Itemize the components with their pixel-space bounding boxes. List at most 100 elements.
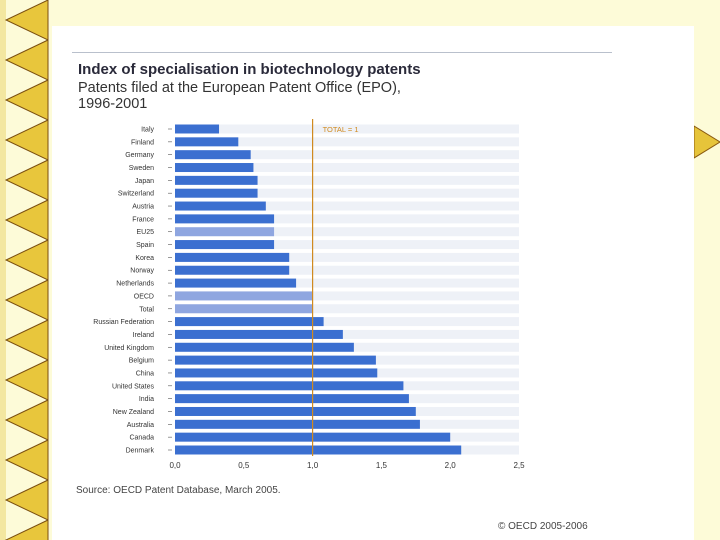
copyright-note: © OECD 2005-2006 [498, 521, 588, 532]
x-tick-label: 2,5 [513, 461, 525, 470]
slide-panel: Index of specialisation in biotechnology… [52, 26, 694, 540]
border-triangle [4, 439, 49, 481]
header-rule [72, 52, 612, 53]
chart-title: Index of specialisation in biotechnology… [78, 61, 421, 78]
border-triangle [4, 359, 49, 401]
border-triangle [4, 39, 49, 81]
category-label: New Zealand [113, 409, 154, 416]
border-triangle [4, 0, 49, 41]
category-label: United States [112, 383, 155, 390]
category-label: Finland [131, 139, 154, 146]
category-label: Sweden [129, 165, 154, 172]
border-triangle [4, 519, 49, 540]
right-triangle-ornament [694, 125, 720, 159]
bar-chart: Italy Finland Germany Sweden Japan Switzerlan… [93, 119, 525, 470]
bar-oecd [175, 291, 313, 301]
border-triangle [4, 199, 49, 241]
category-label: Germany [125, 152, 154, 159]
row-stripe [175, 240, 519, 250]
category-label: Austria [132, 204, 154, 211]
bar-spain [175, 240, 275, 250]
chart-subtitle: Patents filed at the European Patent Off… [78, 80, 498, 112]
border-triangle [4, 79, 49, 121]
category-label: Norway [130, 268, 154, 275]
category-label: India [139, 396, 154, 403]
row-stripe [175, 163, 519, 173]
bar-united-kingdom [175, 342, 354, 352]
subtitle-line-1: Patents filed at the European Patent Off… [78, 80, 401, 96]
bar-new-zealand [175, 406, 416, 416]
category-label: Spain [136, 242, 154, 249]
bar-united-states [175, 381, 404, 391]
bar-germany [175, 150, 251, 160]
row-stripe [175, 201, 519, 211]
category-label: EU25 [136, 229, 154, 236]
bar-australia [175, 419, 420, 429]
bar-india [175, 394, 409, 404]
border-triangle [4, 319, 49, 361]
category-label: Netherlands [116, 281, 154, 288]
bar-japan [175, 175, 258, 185]
subtitle-line-2: 1996-2001 [78, 96, 148, 112]
row-stripe [175, 150, 519, 160]
category-label: Canada [129, 435, 154, 442]
row-stripe [175, 265, 519, 275]
category-label: OECD [134, 293, 154, 300]
bar-total [175, 304, 313, 314]
bar-austria [175, 201, 266, 211]
category-label: United Kingdom [104, 345, 154, 352]
bar-ireland [175, 329, 343, 339]
row-stripe [175, 291, 519, 301]
category-label: Belgium [129, 358, 154, 365]
row-stripe [175, 214, 519, 224]
bar-china [175, 368, 378, 378]
row-stripe [175, 227, 519, 237]
x-tick-label: 0,5 [238, 461, 250, 470]
category-label: Australia [127, 422, 154, 429]
row-stripe [175, 329, 519, 339]
bar-france [175, 214, 275, 224]
category-label: Italy [141, 127, 154, 134]
category-label: Switzerland [118, 191, 154, 198]
x-tick-label: 1,0 [307, 461, 319, 470]
category-label: Ireland [133, 332, 155, 339]
category-label: Total [139, 306, 154, 313]
x-tick-label: 2,0 [445, 461, 457, 470]
bar-sweden [175, 163, 254, 173]
category-label: France [132, 216, 154, 223]
bar-belgium [175, 355, 376, 365]
x-tick-label: 0,0 [169, 461, 181, 470]
row-stripe [175, 317, 519, 327]
row-stripe [175, 124, 519, 134]
border-triangle [4, 239, 49, 281]
left-triangle-border [0, 0, 49, 540]
border-triangle [4, 479, 49, 521]
row-stripe [175, 175, 519, 185]
border-triangle [4, 119, 49, 161]
border-strip [0, 0, 6, 540]
category-label: Japan [135, 178, 154, 185]
bar-russian-federation [175, 317, 324, 327]
row-stripe [175, 252, 519, 262]
bar-korea [175, 252, 290, 262]
bar-italy [175, 124, 220, 134]
row-stripe [175, 137, 519, 147]
bar-switzerland [175, 188, 258, 198]
bar-norway [175, 265, 290, 275]
bar-finland [175, 137, 239, 147]
reference-annotation: TOTAL = 1 [323, 125, 359, 134]
row-stripe [175, 188, 519, 198]
border-triangle [4, 279, 49, 321]
category-label: Korea [135, 255, 154, 262]
category-label: Denmark [126, 448, 155, 455]
x-tick-label: 1,5 [376, 461, 388, 470]
bar-eu25 [175, 227, 275, 237]
border-triangle [4, 399, 49, 441]
row-stripe [175, 304, 519, 314]
bar-denmark [175, 445, 462, 455]
category-label: China [136, 370, 154, 377]
source-note: Source: OECD Patent Database, March 2005… [76, 485, 281, 496]
row-stripe [175, 278, 519, 288]
category-label: Russian Federation [93, 319, 154, 326]
bar-netherlands [175, 278, 297, 288]
